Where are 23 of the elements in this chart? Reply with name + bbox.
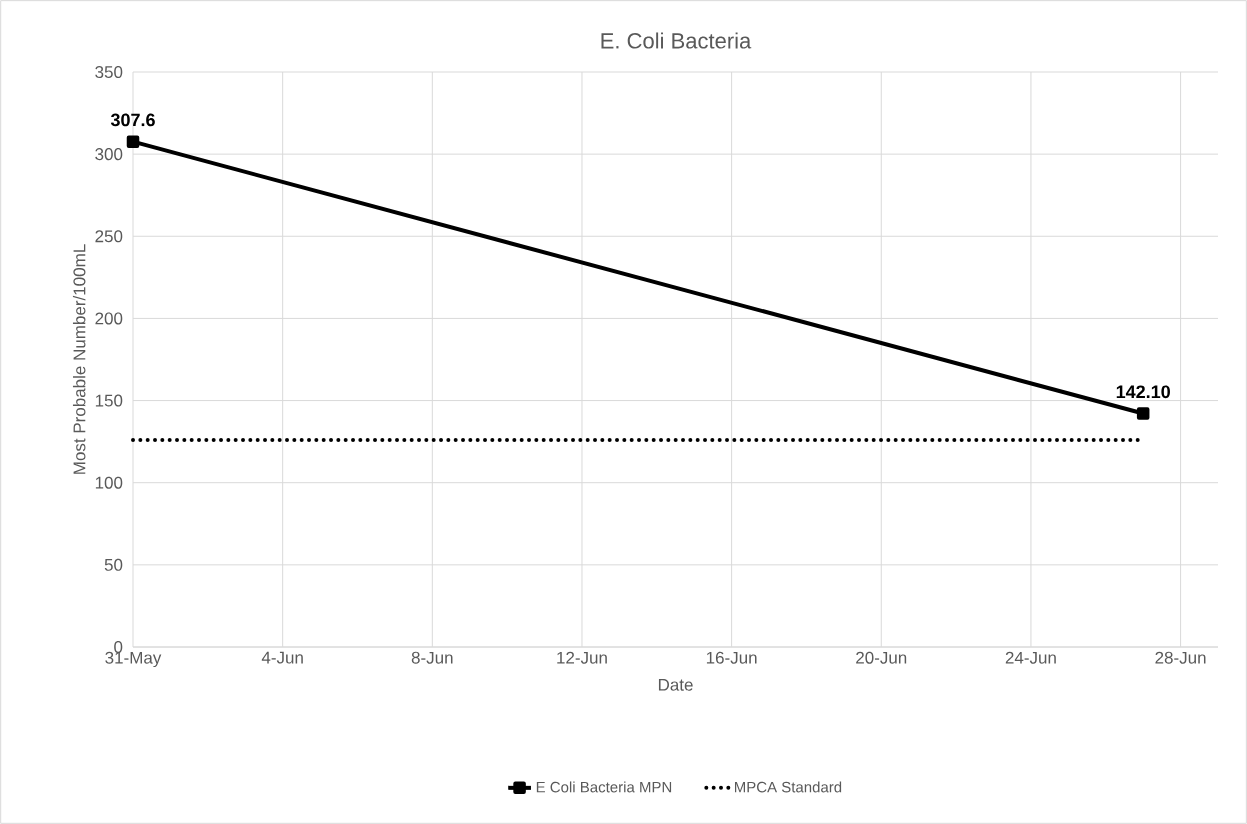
- y-tick-label: 250: [95, 230, 123, 243]
- y-axis-title: Most Probable Number/100mL: [72, 244, 86, 474]
- x-tick-label: 8-Jun: [411, 651, 453, 664]
- x-tick-label: 20-Jun: [856, 651, 907, 664]
- y-tick-label: 200: [95, 312, 123, 325]
- y-tick-label: 0: [114, 640, 123, 654]
- data-label: 307.6: [110, 113, 155, 127]
- legend-label: E Coli Bacteria MPN: [536, 781, 672, 793]
- chart-title: E. Coli Bacteria: [601, 32, 752, 49]
- x-tick-label: 12-Jun: [557, 651, 607, 664]
- x-axis-title: Date: [658, 678, 693, 691]
- x-tick-label: 28-Jun: [1155, 651, 1206, 664]
- y-tick-label: 350: [95, 65, 123, 79]
- y-tick-label: 50: [104, 558, 123, 571]
- y-tick-label: 300: [95, 148, 123, 161]
- x-tick-label: 16-Jun: [706, 651, 757, 664]
- x-tick-label: 4-Jun: [261, 651, 303, 664]
- y-tick-label: 100: [95, 476, 123, 489]
- data-label: 142.10: [1116, 385, 1170, 399]
- x-tick-label: 31-May: [105, 651, 162, 668]
- y-tick-label: 150: [95, 394, 123, 407]
- legend-label: MPCA Standard: [734, 781, 842, 793]
- x-tick-label: 24-Jun: [1005, 651, 1056, 664]
